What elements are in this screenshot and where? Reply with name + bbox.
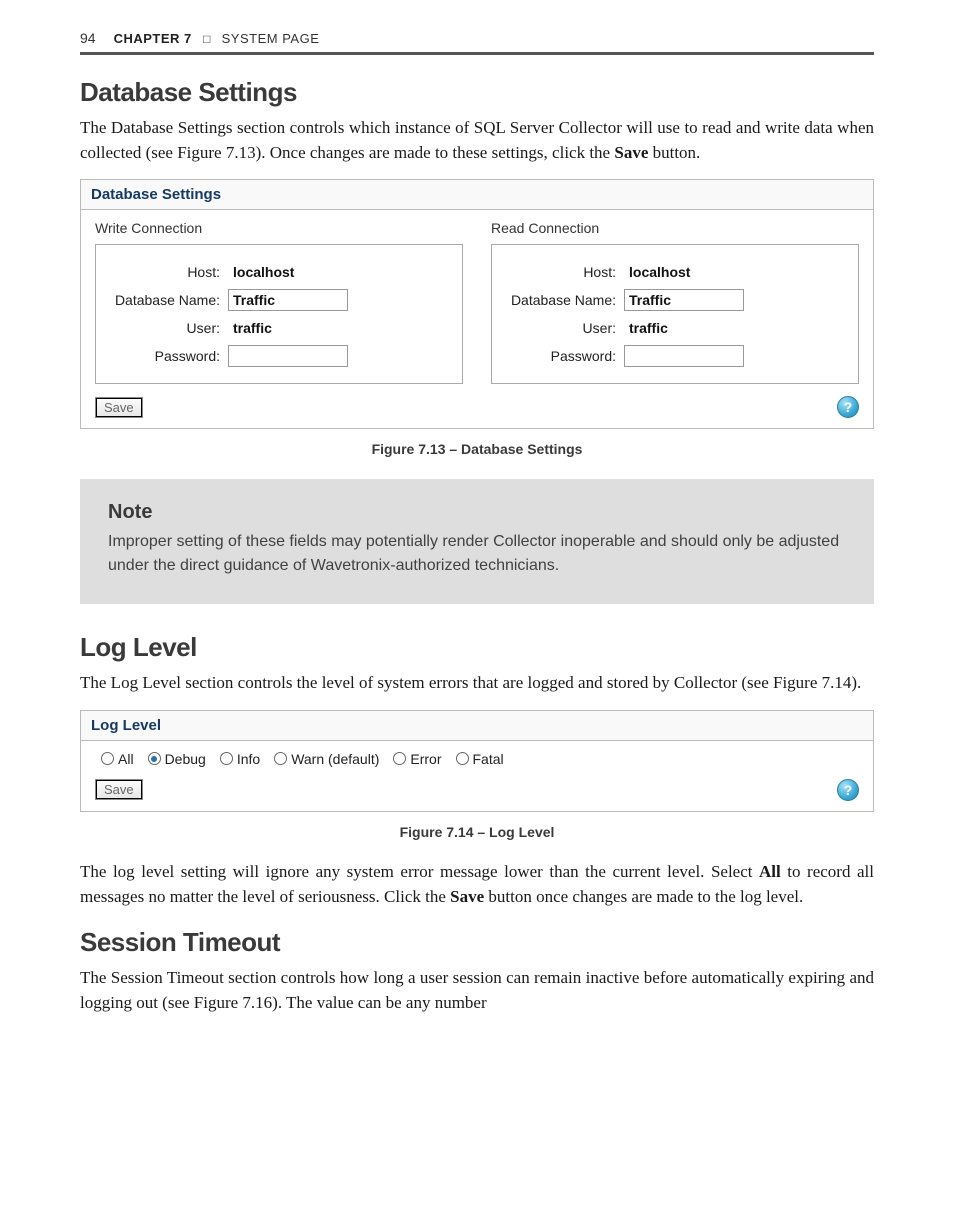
dbname-label: Database Name: [504, 292, 624, 308]
database-settings-paragraph: The Database Settings section controls w… [80, 116, 874, 165]
note-box: Note Improper setting of these fields ma… [80, 479, 874, 604]
chapter-title: SYSTEM PAGE [222, 31, 320, 46]
log-level-radio-error[interactable]: Error [393, 751, 441, 767]
save-button[interactable]: Save [95, 779, 143, 800]
radio-icon [274, 752, 287, 765]
log-level-radio-warn-default-[interactable]: Warn (default) [274, 751, 379, 767]
help-icon[interactable]: ? [837, 396, 859, 418]
write-host-value[interactable]: localhost [228, 261, 308, 283]
read-host-value[interactable]: localhost [624, 261, 704, 283]
write-password-value[interactable] [228, 345, 348, 367]
read-connection-box: Host: localhost Database Name: Traffic U… [491, 244, 859, 384]
separator-icon: ☐ [202, 35, 211, 46]
chapter-label: CHAPTER 7 [114, 31, 192, 46]
database-settings-figure: Database Settings Write Connection Host:… [80, 179, 874, 429]
log-level-radio-all[interactable]: All [101, 751, 134, 767]
radio-icon [101, 752, 114, 765]
radio-icon [148, 752, 161, 765]
radio-label: All [118, 751, 134, 767]
write-connection-label: Write Connection [95, 220, 463, 236]
page-header: 94 CHAPTER 7 ☐ SYSTEM PAGE [80, 30, 874, 55]
session-timeout-heading: Session Timeout [80, 927, 874, 958]
log-level-paragraph: The Log Level section controls the level… [80, 671, 874, 696]
password-label: Password: [504, 348, 624, 364]
note-text: Improper setting of these fields may pot… [108, 530, 846, 578]
user-label: User: [108, 320, 228, 336]
log-level-radio-debug[interactable]: Debug [148, 751, 206, 767]
radio-icon [220, 752, 233, 765]
figure-714-caption: Figure 7.14 – Log Level [80, 824, 874, 840]
page-number: 94 [80, 30, 96, 46]
radio-label: Info [237, 751, 260, 767]
help-icon[interactable]: ? [837, 779, 859, 801]
log-level-radio-fatal[interactable]: Fatal [456, 751, 504, 767]
note-title: Note [108, 501, 846, 524]
password-label: Password: [108, 348, 228, 364]
read-password-value[interactable] [624, 345, 744, 367]
log-level-radio-group: All Debug Info Warn (default) Error Fatal [101, 751, 859, 767]
host-label: Host: [504, 264, 624, 280]
read-connection-label: Read Connection [491, 220, 859, 236]
write-dbname-value[interactable]: Traffic [228, 289, 348, 311]
radio-label: Warn (default) [291, 751, 379, 767]
write-connection-box: Host: localhost Database Name: Traffic U… [95, 244, 463, 384]
database-settings-heading: Database Settings [80, 77, 874, 108]
read-dbname-value[interactable]: Traffic [624, 289, 744, 311]
host-label: Host: [108, 264, 228, 280]
radio-icon [393, 752, 406, 765]
radio-label: Error [410, 751, 441, 767]
dbname-label: Database Name: [108, 292, 228, 308]
log-level-paragraph-2: The log level setting will ignore any sy… [80, 860, 874, 909]
figure-panel-title: Log Level [81, 711, 873, 741]
user-label: User: [504, 320, 624, 336]
figure-713-caption: Figure 7.13 – Database Settings [80, 441, 874, 457]
read-user-value[interactable]: traffic [624, 317, 704, 339]
log-level-heading: Log Level [80, 632, 874, 663]
radio-label: Fatal [473, 751, 504, 767]
log-level-radio-info[interactable]: Info [220, 751, 260, 767]
log-level-figure: Log Level All Debug Info Warn (default) Erro… [80, 710, 874, 812]
figure-panel-title: Database Settings [81, 180, 873, 210]
save-button[interactable]: Save [95, 397, 143, 418]
write-user-value[interactable]: traffic [228, 317, 308, 339]
radio-icon [456, 752, 469, 765]
radio-label: Debug [165, 751, 206, 767]
session-timeout-paragraph: The Session Timeout section controls how… [80, 966, 874, 1015]
